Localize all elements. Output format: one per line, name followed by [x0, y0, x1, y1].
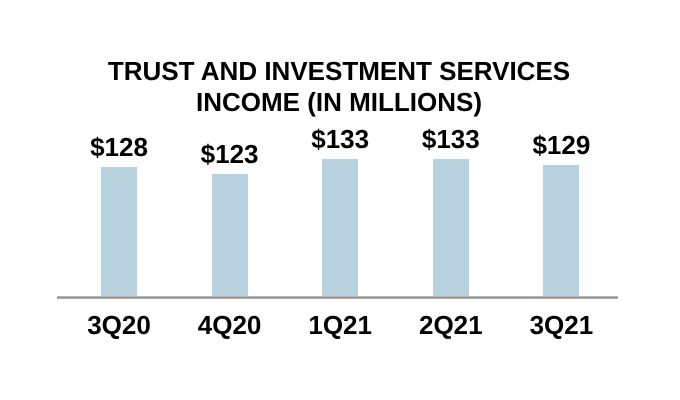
chart-title-line-2: INCOME (IN MILLIONS): [196, 87, 482, 117]
bar-4Q20: [211, 174, 248, 296]
category-label-3Q20: 3Q20: [87, 310, 151, 340]
x-axis-line: [57, 296, 618, 299]
chart-title-line-1: TRUST AND INVESTMENT SERVICES: [107, 56, 571, 86]
bar-1Q21: [322, 159, 359, 296]
value-label-2Q21: $133: [421, 124, 480, 154]
value-label-3Q20: $128: [90, 132, 148, 162]
value-label-4Q20: $123: [200, 139, 259, 169]
chart-title: TRUST AND INVESTMENT SERVICES INCOME (IN…: [0, 56, 678, 118]
value-label-3Q21: $129: [532, 130, 591, 160]
bar-2Q21: [432, 159, 469, 296]
bar-3Q21: [543, 165, 580, 296]
category-label-3Q21: 3Q21: [529, 310, 594, 340]
category-label-4Q20: 4Q20: [197, 310, 262, 340]
bar-3Q20: [101, 167, 137, 296]
value-label-1Q21: $133: [311, 124, 370, 154]
category-label-2Q21: 2Q21: [418, 310, 483, 340]
category-label-1Q21: 1Q21: [308, 310, 372, 340]
